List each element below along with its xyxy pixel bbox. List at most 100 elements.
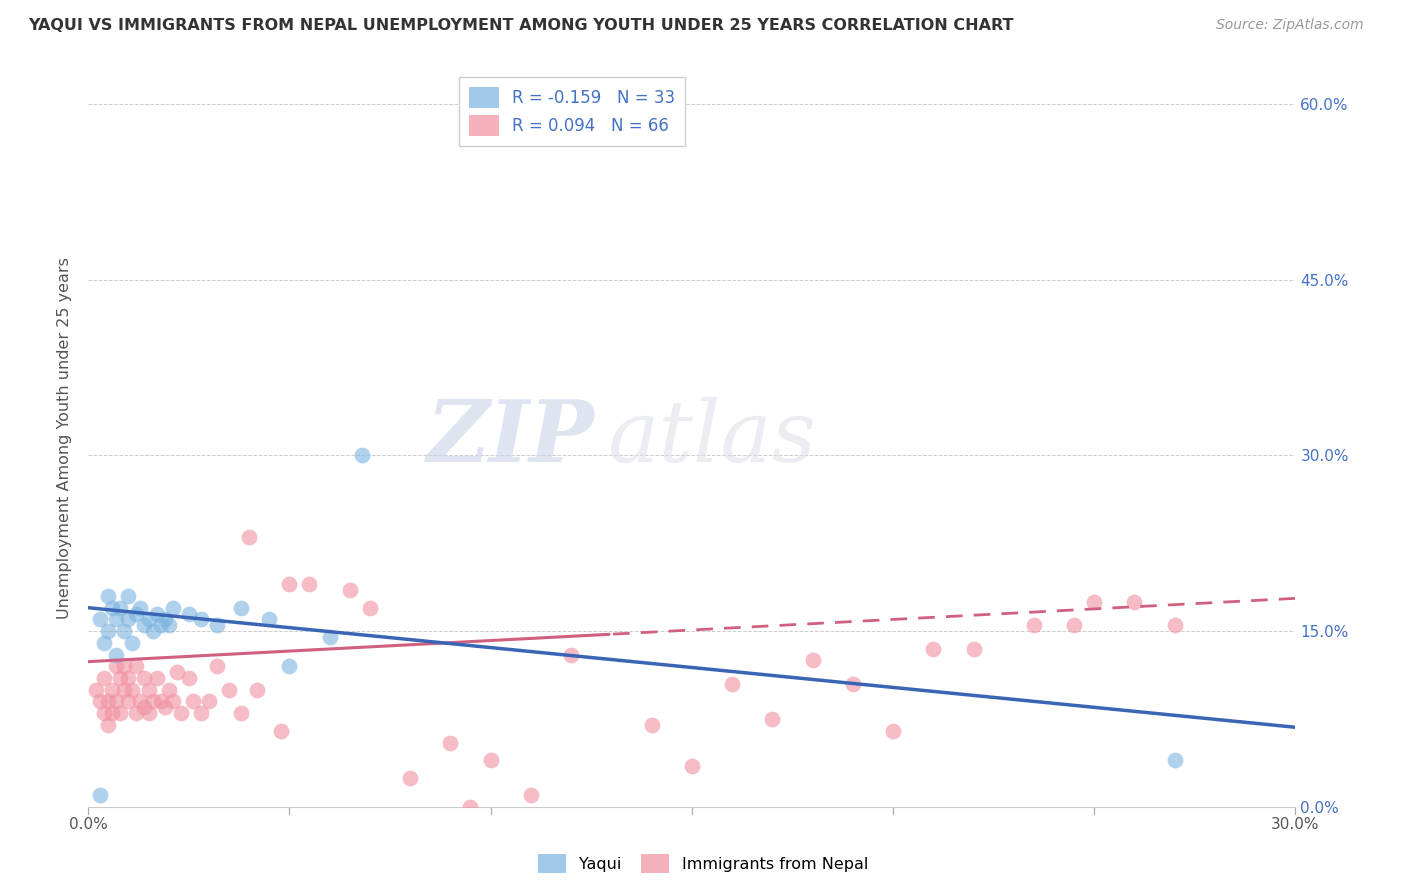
Point xyxy=(97,694,120,708)
Point xyxy=(110,706,132,721)
Point xyxy=(218,682,240,697)
Point xyxy=(198,694,221,708)
Point xyxy=(97,624,120,639)
Point xyxy=(298,577,321,591)
Point xyxy=(134,671,156,685)
Text: atlas: atlas xyxy=(607,396,817,479)
Point xyxy=(153,700,176,714)
Point xyxy=(246,682,269,697)
Point xyxy=(801,653,824,667)
Point xyxy=(479,753,502,767)
Point xyxy=(350,448,373,462)
Point xyxy=(117,671,139,685)
Point xyxy=(257,612,280,626)
Point xyxy=(270,723,292,738)
Point xyxy=(117,589,139,603)
Point xyxy=(125,706,148,721)
Legend: R = -0.159   N = 33, R = 0.094   N = 66: R = -0.159 N = 33, R = 0.094 N = 66 xyxy=(458,77,685,146)
Point xyxy=(640,96,662,111)
Point xyxy=(761,712,783,726)
Point xyxy=(157,682,180,697)
Point xyxy=(681,759,703,773)
Point xyxy=(93,706,115,721)
Point xyxy=(84,682,107,697)
Point xyxy=(153,612,176,626)
Point xyxy=(1123,595,1146,609)
Point xyxy=(1063,618,1085,632)
Point xyxy=(129,600,152,615)
Point xyxy=(721,677,744,691)
Point xyxy=(157,618,180,632)
Y-axis label: Unemployment Among Youth under 25 years: Unemployment Among Youth under 25 years xyxy=(58,257,72,619)
Point xyxy=(138,612,160,626)
Point xyxy=(162,694,184,708)
Point xyxy=(1164,753,1187,767)
Text: ZIP: ZIP xyxy=(427,396,595,480)
Point xyxy=(229,706,252,721)
Point xyxy=(93,636,115,650)
Point xyxy=(145,607,167,621)
Point xyxy=(177,671,200,685)
Point xyxy=(190,612,212,626)
Point xyxy=(162,600,184,615)
Point xyxy=(125,607,148,621)
Point xyxy=(112,682,135,697)
Point xyxy=(117,694,139,708)
Point xyxy=(166,665,188,680)
Point xyxy=(439,735,461,749)
Point xyxy=(278,577,301,591)
Point xyxy=(121,636,143,650)
Point xyxy=(170,706,193,721)
Point xyxy=(117,612,139,626)
Point xyxy=(101,706,124,721)
Point xyxy=(141,624,163,639)
Point xyxy=(145,671,167,685)
Point xyxy=(101,600,124,615)
Text: Source: ZipAtlas.com: Source: ZipAtlas.com xyxy=(1216,18,1364,32)
Point xyxy=(134,618,156,632)
Point xyxy=(1083,595,1105,609)
Point xyxy=(101,682,124,697)
Point xyxy=(229,600,252,615)
Point xyxy=(138,706,160,721)
Point xyxy=(105,659,128,673)
Point xyxy=(110,600,132,615)
Point xyxy=(238,530,260,544)
Point xyxy=(149,618,172,632)
Point xyxy=(149,694,172,708)
Point xyxy=(842,677,865,691)
Point xyxy=(97,718,120,732)
Point xyxy=(105,612,128,626)
Point xyxy=(205,618,228,632)
Point xyxy=(125,659,148,673)
Point xyxy=(460,800,482,814)
Point xyxy=(318,630,340,644)
Point xyxy=(190,706,212,721)
Point xyxy=(121,682,143,697)
Point xyxy=(105,694,128,708)
Point xyxy=(105,648,128,662)
Point xyxy=(112,624,135,639)
Point xyxy=(399,771,422,785)
Point xyxy=(339,583,361,598)
Point xyxy=(278,659,301,673)
Point xyxy=(141,694,163,708)
Point xyxy=(1022,618,1045,632)
Point xyxy=(922,641,945,656)
Point xyxy=(560,648,582,662)
Point xyxy=(89,612,111,626)
Point xyxy=(359,600,381,615)
Point xyxy=(110,671,132,685)
Point xyxy=(520,789,543,803)
Point xyxy=(962,641,984,656)
Point xyxy=(181,694,204,708)
Point xyxy=(1164,618,1187,632)
Point xyxy=(205,659,228,673)
Point xyxy=(177,607,200,621)
Point xyxy=(112,659,135,673)
Text: YAQUI VS IMMIGRANTS FROM NEPAL UNEMPLOYMENT AMONG YOUTH UNDER 25 YEARS CORRELATI: YAQUI VS IMMIGRANTS FROM NEPAL UNEMPLOYM… xyxy=(28,18,1014,33)
Point xyxy=(134,700,156,714)
Point xyxy=(138,682,160,697)
Point xyxy=(97,589,120,603)
Point xyxy=(89,789,111,803)
